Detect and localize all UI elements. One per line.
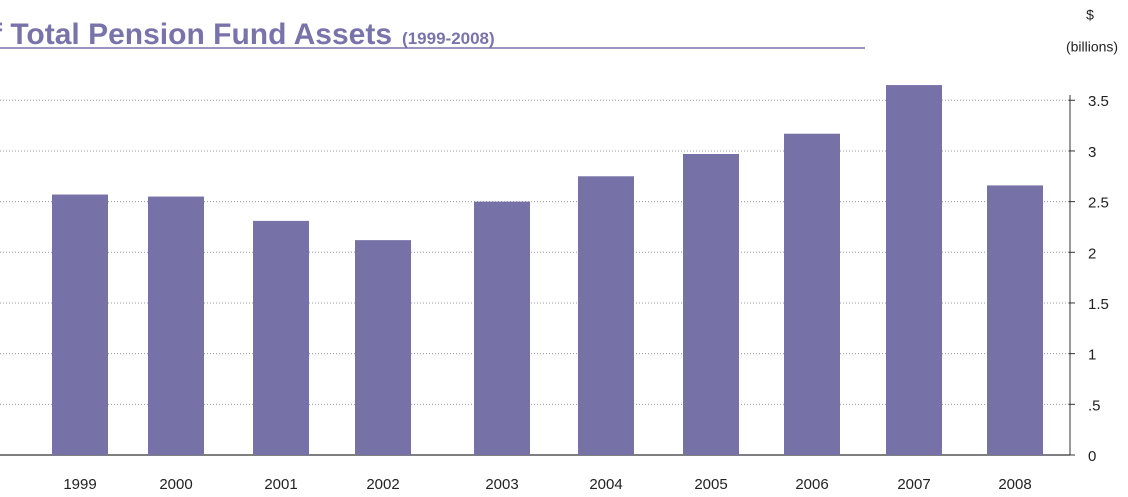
x-tick-label: 2002 (366, 476, 399, 493)
x-tick-label: 2004 (589, 476, 622, 493)
x-tick-label: 2005 (694, 476, 727, 493)
x-tick-label: 2008 (998, 476, 1031, 493)
y-tick-label: 3 (1088, 144, 1096, 161)
y-tick-label: 0 (1088, 448, 1096, 465)
y-tick-label: .5 (1088, 397, 1101, 414)
chart-title: f Total Pension Fund Assets (1999-2008) (0, 18, 495, 51)
y-tick-label: 1 (1088, 347, 1096, 364)
bar (886, 85, 942, 455)
bar (987, 185, 1043, 456)
axis-unit: $ (1086, 7, 1094, 23)
bar (683, 153, 739, 455)
bar (253, 220, 309, 455)
bar (52, 194, 108, 455)
axis-label: (billions) (1066, 39, 1118, 55)
y-tick-label: 2.5 (1088, 195, 1109, 212)
y-tick-label: 1.5 (1088, 296, 1109, 313)
x-tick-label: 2006 (795, 476, 828, 493)
x-tick-label: 1999 (63, 476, 96, 493)
y-tick-label: 3.5 (1088, 93, 1109, 110)
bar (578, 176, 634, 455)
y-tick-label: 2 (1088, 245, 1096, 262)
title: f Total Pension Fund Assets (0, 18, 392, 51)
x-tick-label: 2007 (897, 476, 930, 493)
subtitle: (1999-2008) (402, 29, 495, 48)
bar (474, 201, 530, 455)
x-tick-label: 2000 (159, 476, 192, 493)
bar (148, 196, 204, 455)
x-tick-label: 2003 (485, 476, 518, 493)
x-tick-label: 2001 (264, 476, 297, 493)
bar (355, 240, 411, 455)
bar (784, 133, 840, 455)
